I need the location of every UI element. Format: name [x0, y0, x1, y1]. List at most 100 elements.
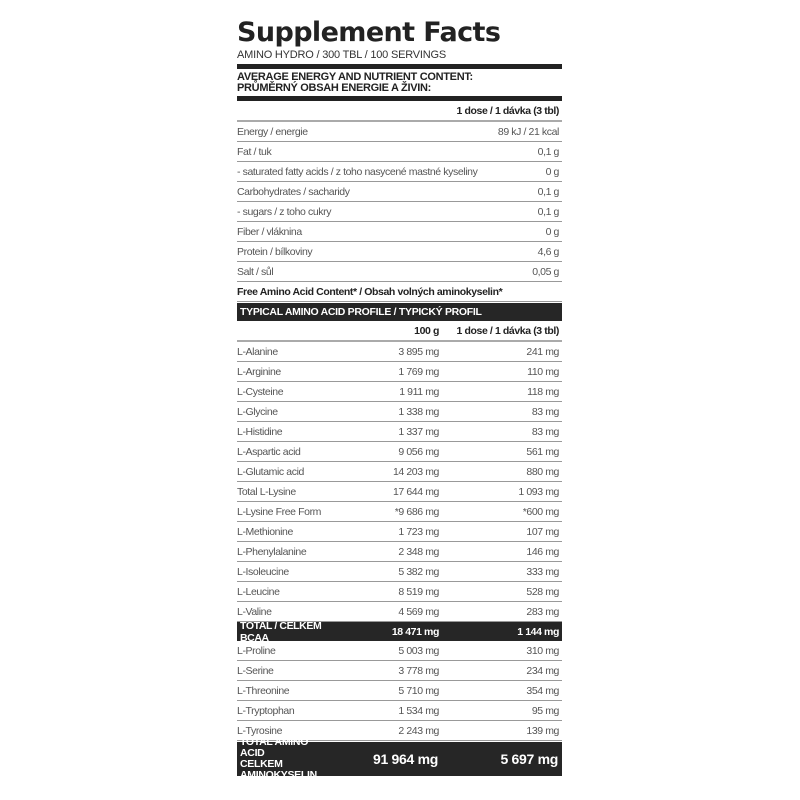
amino-name: L-Alanine: [237, 345, 278, 358]
amino-per100: 1 911 mg: [399, 385, 439, 398]
amino-dose: 561 mg: [526, 445, 559, 458]
supplement-facts-label: Supplement Facts AMINO HYDRO / 300 TBL /…: [237, 17, 562, 781]
amino-row: L-Alanine 3 895 mg 241 mg: [237, 342, 562, 362]
amino-per100: 5 003 mg: [398, 644, 439, 657]
amino-row: L-Aspartic acid 9 056 mg 561 mg: [237, 442, 562, 462]
nutrient-row: Carbohydrates / sacharidy 0,1 g: [237, 182, 562, 202]
nutrient-row: Fat / tuk 0,1 g: [237, 142, 562, 162]
divider: [237, 64, 562, 69]
amino-name: TOTAL / CELKEM BCAA: [240, 619, 322, 644]
amino-table: L-Alanine 3 895 mg 241 mg L-Arginine 1 769 m…: [237, 342, 562, 741]
nutrient-row: - sugars / z toho cukry 0,1 g: [237, 202, 562, 222]
nutrient-table: Energy / energie 89 kJ / 21 kcal Fat / tuk…: [237, 122, 562, 282]
amino-name: L-Arginine: [237, 365, 281, 378]
amino-per100: 17 644 mg: [392, 485, 439, 498]
nutrient-name: Carbohydrates / sacharidy: [237, 185, 350, 198]
nutrient-name: Salt / sůl: [237, 265, 274, 278]
amino-row: L-Methionine 1 723 mg 107 mg: [237, 522, 562, 542]
total-per100: 91 964 mg: [372, 751, 438, 767]
amino-per100: 4 569 mg: [398, 605, 439, 618]
total-amino-row: TOTAL AMINO ACID CELKEM AMINOKYSELIN 91 …: [237, 737, 562, 781]
nutrient-value: 0,05 g: [532, 265, 559, 278]
nutrient-value: 0 g: [545, 165, 560, 178]
amino-per100: 8 519 mg: [398, 585, 439, 598]
amino-row: L-Arginine 1 769 mg 110 mg: [237, 362, 562, 382]
amino-name: L-Serine: [237, 664, 274, 677]
amino-name: L-Cysteine: [237, 385, 284, 398]
amino-dose: 241 mg: [526, 345, 559, 358]
amino-row: L-Isoleucine 5 382 mg 333 mg: [237, 562, 562, 582]
nutrient-value: 89 kJ / 21 kcal: [497, 125, 560, 138]
amino-name: L-Lysine Free Form: [237, 505, 322, 518]
amino-name: L-Tryptophan: [237, 704, 295, 717]
amino-name: L-Phenylalanine: [237, 545, 307, 558]
amino-dose: 118 mg: [527, 385, 559, 398]
free-amino-note-text: Free Amino Acid Content* / Obsah volných…: [237, 285, 503, 298]
amino-per100: 1 723 mg: [398, 525, 439, 538]
amino-per100: 9 056 mg: [398, 445, 439, 458]
amino-row: L-Lysine Free Form *9 686 mg *600 mg: [237, 502, 562, 522]
amino-dose: 1 093 mg: [518, 485, 559, 498]
amino-dose: 107 mg: [526, 525, 559, 538]
nutrient-name: Fat / tuk: [237, 145, 272, 158]
nutrient-row: Protein / bílkoviny 4,6 g: [237, 242, 562, 262]
nutrient-value: 0,1 g: [537, 205, 560, 218]
divider: [237, 96, 562, 101]
nutrient-row: Salt / sůl 0,05 g: [237, 262, 562, 282]
amino-dose: 354 mg: [526, 684, 559, 697]
amino-dose: 83 mg: [531, 405, 560, 418]
amino-per100: 14 203 mg: [392, 465, 439, 478]
nutrient-name: - saturated fatty acids / z toho nasycen…: [237, 165, 478, 178]
amino-per100: 1 337 mg: [398, 425, 439, 438]
amino-per100: 5 382 mg: [398, 565, 439, 578]
nutrient-value: 0,1 g: [537, 145, 560, 158]
nutrient-name: - sugars / z toho cukry: [237, 205, 332, 218]
amino-column-header: 100 g 1 dose / 1 dávka (3 tbl): [237, 321, 562, 342]
amino-name: Total L-Lysine: [237, 485, 296, 498]
nutrient-header-en: AVERAGE ENERGY AND NUTRIENT CONTENT:: [237, 71, 473, 83]
amino-per100: 3 778 mg: [398, 664, 439, 677]
amino-per100: 18 471 mg: [391, 625, 440, 638]
amino-name: L-Threonine: [237, 684, 290, 697]
amino-per100: 2 243 mg: [398, 724, 439, 737]
nutrient-column-header: 1 dose / 1 dávka (3 tbl): [237, 101, 562, 122]
amino-dose: 283 mg: [526, 605, 559, 618]
nutrient-value: 0 g: [545, 225, 560, 238]
amino-row: L-Threonine 5 710 mg 354 mg: [237, 681, 562, 701]
free-amino-note: Free Amino Acid Content* / Obsah volných…: [237, 282, 562, 302]
bcaa-total-row: TOTAL / CELKEM BCAA 18 471 mg 1 144 mg: [237, 619, 562, 644]
total-label-cz: CELKEM AMINOKYSELIN: [240, 758, 317, 781]
column-dose: 1 dose / 1 dávka (3 tbl): [456, 324, 560, 337]
amino-name: L-Glycine: [237, 405, 278, 418]
amino-name: L-Methionine: [237, 525, 293, 538]
nutrient-row: Energy / energie 89 kJ / 21 kcal: [237, 122, 562, 142]
amino-per100: 1 338 mg: [398, 405, 439, 418]
amino-dose: 310 mg: [526, 644, 559, 657]
amino-dose: *600 mg: [522, 505, 560, 518]
amino-row: L-Glutamic acid 14 203 mg 880 mg: [237, 462, 562, 482]
amino-name: L-Tyrosine: [237, 724, 283, 737]
amino-dose: 95 mg: [531, 704, 560, 717]
amino-row: L-Tyrosine 2 243 mg 139 mg: [237, 721, 562, 741]
amino-row: L-Histidine 1 337 mg 83 mg: [237, 422, 562, 442]
nutrient-value: 0,1 g: [537, 185, 560, 198]
amino-per100: 5 710 mg: [398, 684, 439, 697]
total-label: TOTAL AMINO ACID CELKEM AMINOKYSELIN: [237, 737, 328, 781]
amino-row: L-Proline 5 003 mg 310 mg: [237, 641, 562, 661]
amino-dose: 333 mg: [526, 565, 559, 578]
amino-name: L-Aspartic acid: [237, 445, 301, 458]
nutrient-value: 4,6 g: [537, 245, 560, 258]
amino-dose: 139 mg: [526, 724, 559, 737]
amino-per100: 1 769 mg: [398, 365, 439, 378]
amino-dose: 1 144 mg: [517, 625, 559, 638]
column-dose: 1 dose / 1 dávka (3 tbl): [456, 104, 560, 117]
nutrient-header-cz: PRŮMĚRNÝ OBSAH ENERGIE A ŽIVIN:: [237, 82, 432, 94]
amino-name: L-Isoleucine: [237, 565, 289, 578]
column-100g: 100 g: [414, 324, 439, 337]
page-title: Supplement Facts: [237, 17, 501, 48]
nutrient-row: - saturated fatty acids / z toho nasycen…: [237, 162, 562, 182]
amino-row: L-Phenylalanine 2 348 mg 146 mg: [237, 542, 562, 562]
amino-name: L-Leucine: [237, 585, 280, 598]
amino-name: L-Valine: [237, 605, 272, 618]
nutrient-name: Energy / energie: [237, 125, 308, 138]
